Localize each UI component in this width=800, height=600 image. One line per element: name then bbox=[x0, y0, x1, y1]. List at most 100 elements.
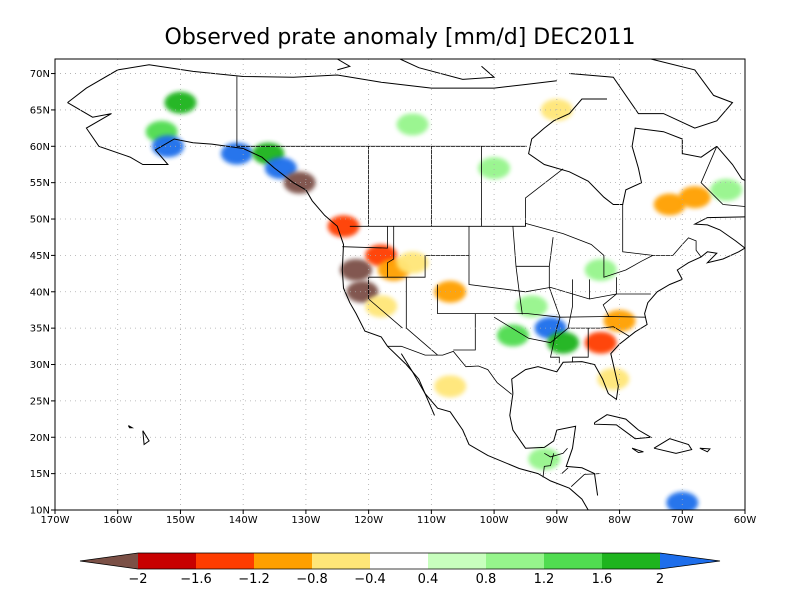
colorbar-swatch-1 bbox=[138, 553, 196, 569]
x-tick-label: 160W bbox=[103, 515, 132, 526]
y-tick-label: 40N bbox=[30, 287, 50, 298]
anomaly-cell-31 bbox=[666, 491, 699, 510]
colorbar-label: 0.4 bbox=[418, 572, 439, 587]
border-24 bbox=[622, 204, 653, 256]
colorbar-swatch-2 bbox=[196, 553, 254, 569]
y-tick-label: 20N bbox=[30, 433, 50, 444]
y-tick-label: 10N bbox=[30, 506, 50, 517]
anomaly-cell-17 bbox=[515, 295, 548, 318]
anomaly-cell-8 bbox=[340, 258, 373, 281]
x-tick-label: 120W bbox=[354, 515, 383, 526]
y-tick-label: 70N bbox=[30, 69, 50, 80]
border-28 bbox=[561, 467, 569, 474]
anomaly-cell-0 bbox=[164, 91, 197, 114]
y-tick-label: 50N bbox=[30, 215, 50, 226]
x-tick-label: 70W bbox=[671, 515, 694, 526]
coastline-1 bbox=[67, 102, 435, 416]
coastline-14 bbox=[142, 430, 150, 446]
anomaly-cell-2 bbox=[151, 135, 184, 158]
coastline-13 bbox=[337, 59, 352, 71]
border-27 bbox=[542, 453, 555, 478]
colorbar-label: −2 bbox=[128, 572, 147, 587]
colorbar-label: 1.6 bbox=[592, 572, 613, 587]
coastline-7 bbox=[631, 447, 644, 454]
coastline-10 bbox=[751, 208, 791, 242]
colorbar-swatch-9 bbox=[602, 553, 660, 569]
border-12 bbox=[548, 237, 561, 364]
anomaly-cell-19 bbox=[584, 331, 617, 354]
colorbar-label: −0.4 bbox=[354, 572, 386, 587]
anomaly-cell-15 bbox=[496, 324, 529, 347]
border-2 bbox=[387, 345, 512, 395]
colorbar-label: 2 bbox=[656, 572, 664, 587]
y-axis: 10N 15N 20N 25N 30N 35N 40N 45N 50N 55N 60N 65N 70N bbox=[30, 69, 55, 517]
anomaly-cell-24 bbox=[710, 178, 743, 201]
coastline-5 bbox=[528, 98, 718, 205]
anomaly-cell-28 bbox=[396, 113, 429, 136]
colorbar-swatch-3 bbox=[254, 553, 312, 569]
colorbar-swatch-6 bbox=[428, 553, 486, 569]
anomaly-cell-30 bbox=[528, 448, 561, 471]
anomaly-cell-9 bbox=[346, 280, 379, 303]
anomaly-cell-25 bbox=[584, 258, 617, 281]
x-tick-label: 130W bbox=[291, 515, 320, 526]
anomaly-cell-23 bbox=[678, 186, 711, 209]
border-25 bbox=[700, 146, 745, 207]
border-3 bbox=[368, 255, 651, 300]
border-4 bbox=[405, 277, 438, 356]
colorbar-label: −0.8 bbox=[296, 572, 328, 587]
y-tick-label: 25N bbox=[30, 396, 50, 407]
anomaly-cell-5 bbox=[264, 157, 297, 180]
anomaly-fields bbox=[145, 91, 743, 510]
coastline-15 bbox=[127, 425, 135, 429]
chart-title: Observed prate anomaly [mm/d] DEC2011 bbox=[165, 25, 636, 50]
coastline-8 bbox=[653, 438, 693, 454]
x-tick-label: 110W bbox=[417, 515, 446, 526]
colorbar-swatch-10 bbox=[660, 553, 720, 569]
border-29 bbox=[570, 473, 600, 487]
colorbar-swatch-7 bbox=[486, 553, 544, 569]
colorbar-label: 1.2 bbox=[534, 572, 555, 587]
colorbar-outline bbox=[79, 552, 721, 570]
x-tick-label: 60W bbox=[734, 515, 757, 526]
border-15 bbox=[572, 328, 589, 363]
y-tick-label: 65N bbox=[30, 105, 50, 116]
x-tick-label: 100W bbox=[480, 515, 509, 526]
plot-area: 170W 160W 150W 140W 130W 120W 110W 100W 90W 80W 70… bbox=[30, 58, 791, 526]
colorbar-swatch-5 bbox=[370, 553, 428, 569]
anomaly-cell-12 bbox=[396, 251, 429, 274]
coastlines bbox=[67, 59, 791, 510]
anomaly-cell-26 bbox=[478, 157, 511, 180]
coastline-11 bbox=[569, 59, 734, 129]
anomaly-cell-7 bbox=[327, 215, 360, 238]
colorbar-swatch-4 bbox=[312, 553, 370, 569]
x-tick-label: 90W bbox=[546, 515, 569, 526]
colorbar-label: 0.8 bbox=[476, 572, 497, 587]
y-tick-label: 45N bbox=[30, 251, 50, 262]
border-13 bbox=[567, 279, 573, 329]
y-tick-label: 35N bbox=[30, 324, 50, 335]
anomaly-cell-22 bbox=[653, 193, 686, 216]
border-16 bbox=[602, 277, 617, 317]
anomaly-cell-3 bbox=[220, 142, 253, 165]
border-26 bbox=[544, 447, 568, 458]
border-18 bbox=[342, 226, 388, 249]
colorbar-label: −1.2 bbox=[238, 572, 270, 587]
coastline-2 bbox=[400, 353, 589, 510]
border-8 bbox=[387, 226, 395, 278]
border-1 bbox=[349, 222, 702, 278]
y-tick-label: 60N bbox=[30, 142, 50, 153]
plot-frame bbox=[54, 58, 746, 511]
colorbar-swatch-0 bbox=[80, 553, 138, 569]
y-tick-label: 15N bbox=[30, 469, 50, 480]
colorbar-label: −1.6 bbox=[180, 572, 212, 587]
x-axis: 170W 160W 150W 140W 130W 120W 110W 100W 90W 80W 70… bbox=[41, 510, 757, 526]
gridlines bbox=[55, 59, 745, 510]
coastline-9 bbox=[699, 447, 711, 453]
anomaly-cell-6 bbox=[283, 171, 316, 194]
anomaly-cell-20 bbox=[603, 309, 636, 332]
x-tick-label: 140W bbox=[229, 515, 258, 526]
anomaly-cell-29 bbox=[434, 375, 467, 398]
border-10 bbox=[512, 226, 523, 315]
